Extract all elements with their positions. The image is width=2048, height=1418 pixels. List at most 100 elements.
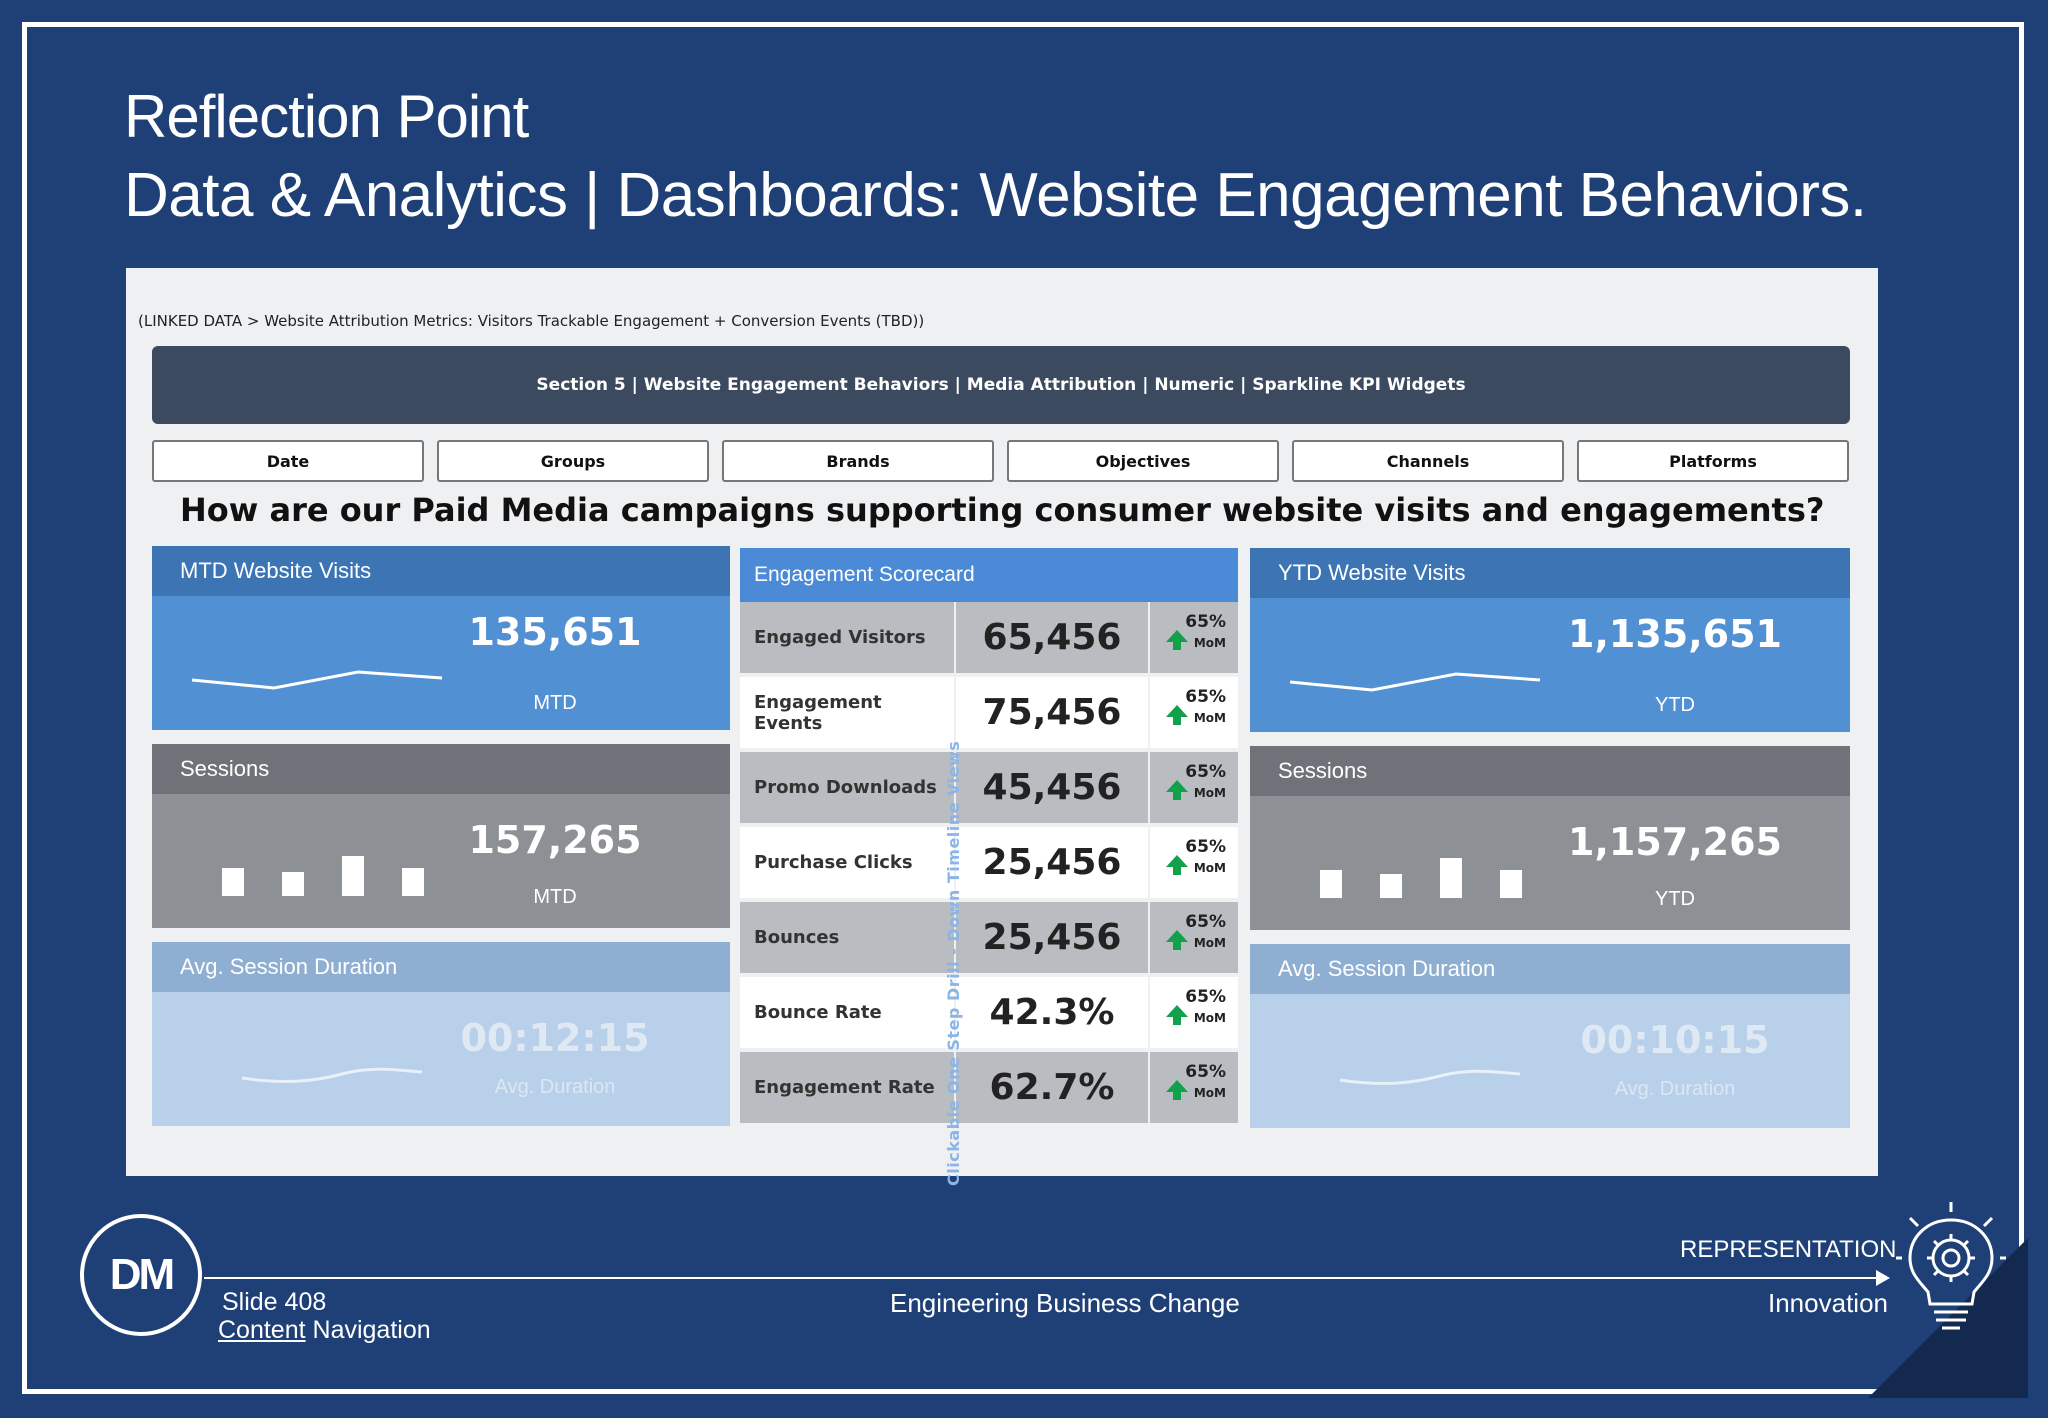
row-label: Engagement Events [740, 677, 954, 748]
scorecard-row[interactable]: Bounce Rate 42.3% 65% MoM [740, 977, 1238, 1052]
scorecard-row[interactable]: Engaged Visitors 65,456 65% MoM [740, 602, 1238, 677]
arrow-head-icon [1876, 1270, 1890, 1286]
card-sub-label: MTD [533, 692, 577, 714]
card-body: 135,651 MTD [152, 596, 730, 730]
filter-groups-button[interactable]: Groups [437, 440, 709, 482]
ytd-sessions-card[interactable]: Sessions 1,157,265 YTD [1250, 746, 1850, 930]
row-value: 45,456 [956, 752, 1148, 823]
ytd-visits-card[interactable]: YTD Website Visits 1,135,651 YTD [1250, 548, 1850, 732]
row-value: 42.3% [956, 977, 1148, 1048]
mom-label: MoM [1193, 1011, 1226, 1025]
up-arrow-icon [1166, 705, 1188, 725]
mom-label: MoM [1193, 861, 1226, 875]
card-value: 157,265 [468, 818, 642, 862]
sparkline-bars [1320, 858, 1522, 898]
card-value: 1,157,265 [1568, 820, 1782, 864]
card-body: 1,157,265 YTD [1250, 796, 1850, 930]
slide-subtitle: Data & Analytics | Dashboards: Website E… [124, 161, 1867, 230]
filter-brands-button[interactable]: Brands [722, 440, 994, 482]
filter-channels-button[interactable]: Channels [1292, 440, 1564, 482]
mom-change: 65% MoM [1150, 602, 1238, 673]
scorecard-title: Engagement Scorecard [740, 548, 1238, 602]
card-sub-label: Avg. Duration [1614, 1078, 1736, 1100]
drilldown-vertical-label[interactable]: Clickable One Step Drill - Down Timeline… [944, 740, 963, 1186]
sparkline-bars [222, 856, 424, 896]
card-title: Sessions [152, 744, 730, 794]
innovation-label: Innovation [1768, 1288, 1888, 1318]
mom-label: MoM [1193, 711, 1226, 725]
content-navigation[interactable]: Content Navigation [218, 1316, 431, 1345]
slide-frame [22, 22, 2024, 1394]
dashboard-question: How are our Paid Media campaigns support… [180, 491, 1825, 529]
sparkline-line [192, 670, 443, 690]
card-sub-label: MTD [533, 886, 577, 908]
up-arrow-icon [1166, 930, 1188, 950]
linked-data-note: (LINKED DATA > Website Attribution Metri… [138, 312, 925, 330]
card-title: Avg. Session Duration [1250, 944, 1850, 994]
engagement-scorecard: Engagement Scorecard Engaged Visitors 65… [740, 548, 1238, 1127]
ytd-duration-card[interactable]: Avg. Session Duration 00:10:15 Avg. Dura… [1250, 944, 1850, 1128]
up-arrow-icon [1166, 1080, 1188, 1100]
lightbulb-gear-icon [1896, 1202, 2006, 1330]
filter-objectives-button[interactable]: Objectives [1007, 440, 1279, 482]
scorecard-row[interactable]: Promo Downloads 45,456 65% MoM [740, 752, 1238, 827]
card-title: MTD Website Visits [152, 546, 730, 596]
mtd-duration-card[interactable]: Avg. Session Duration 00:12:15 Avg. Dura… [152, 942, 730, 1126]
card-body: 157,265 MTD [152, 794, 730, 928]
dashboard-panel: (LINKED DATA > Website Attribution Metri… [126, 268, 1878, 1186]
mtd-visits-card[interactable]: MTD Website Visits 135,651 MTD [152, 546, 730, 730]
filter-platforms-button[interactable]: Platforms [1577, 440, 1849, 482]
mom-change: 65% MoM [1150, 677, 1238, 748]
representation-label: REPRESENTATION [1680, 1236, 1897, 1263]
up-arrow-icon [1166, 855, 1188, 875]
row-label: Purchase Clicks [740, 827, 954, 898]
card-body: 1,135,651 YTD [1250, 598, 1850, 732]
row-label: Engaged Visitors [740, 602, 954, 673]
mom-label: MoM [1193, 636, 1226, 650]
mom-percent: 65% [1185, 762, 1226, 782]
mom-percent: 65% [1185, 987, 1226, 1007]
card-title: Avg. Session Duration [152, 942, 730, 992]
row-value: 25,456 [956, 827, 1148, 898]
mom-change: 65% MoM [1150, 752, 1238, 823]
row-label: Bounces [740, 902, 954, 973]
scorecard-row[interactable]: Bounces 25,456 65% MoM [740, 902, 1238, 977]
card-value: 00:12:15 [460, 1016, 650, 1060]
sparkline-line [241, 1067, 423, 1083]
mom-change: 65% MoM [1150, 1052, 1238, 1123]
card-body: 00:10:15 Avg. Duration [1250, 994, 1850, 1128]
dm-logo: DM [80, 1214, 202, 1336]
up-arrow-icon [1166, 630, 1188, 650]
card-value: 00:10:15 [1580, 1018, 1770, 1062]
mom-percent: 65% [1185, 837, 1226, 857]
row-value: 65,456 [956, 602, 1148, 673]
row-label: Bounce Rate [740, 977, 954, 1048]
filter-date-button[interactable]: Date [152, 440, 424, 482]
scorecard-row[interactable]: Engagement Events 75,456 65% MoM [740, 677, 1238, 752]
card-sub-label: YTD [1655, 694, 1695, 716]
scorecard-row[interactable]: Purchase Clicks 25,456 65% MoM [740, 827, 1238, 902]
navigation-label: Navigation [305, 1316, 431, 1344]
scorecard-row[interactable]: Engagement Rate 62.7% 65% MoM [740, 1052, 1238, 1127]
row-value: 62.7% [956, 1052, 1148, 1123]
mom-percent: 65% [1185, 1062, 1226, 1082]
mom-percent: 65% [1185, 687, 1226, 707]
card-value: 135,651 [468, 610, 642, 654]
slide-number: Slide 408 [222, 1288, 327, 1316]
up-arrow-icon [1166, 780, 1188, 800]
slide-title: Reflection Point [124, 83, 529, 150]
row-value: 25,456 [956, 902, 1148, 973]
card-sub-label: Avg. Duration [494, 1076, 616, 1098]
up-arrow-icon [1166, 1005, 1188, 1025]
mom-change: 65% MoM [1150, 827, 1238, 898]
content-navigation-link[interactable]: Content [218, 1316, 306, 1344]
timeline-arrow-line [204, 1277, 1880, 1279]
card-sub-label: YTD [1655, 888, 1695, 910]
mom-label: MoM [1193, 936, 1226, 950]
mtd-sessions-card[interactable]: Sessions 157,265 MTD [152, 744, 730, 928]
row-value: 75,456 [956, 677, 1148, 748]
card-title: YTD Website Visits [1250, 548, 1850, 598]
mom-change: 65% MoM [1150, 977, 1238, 1048]
row-label: Engagement Rate [740, 1052, 954, 1123]
